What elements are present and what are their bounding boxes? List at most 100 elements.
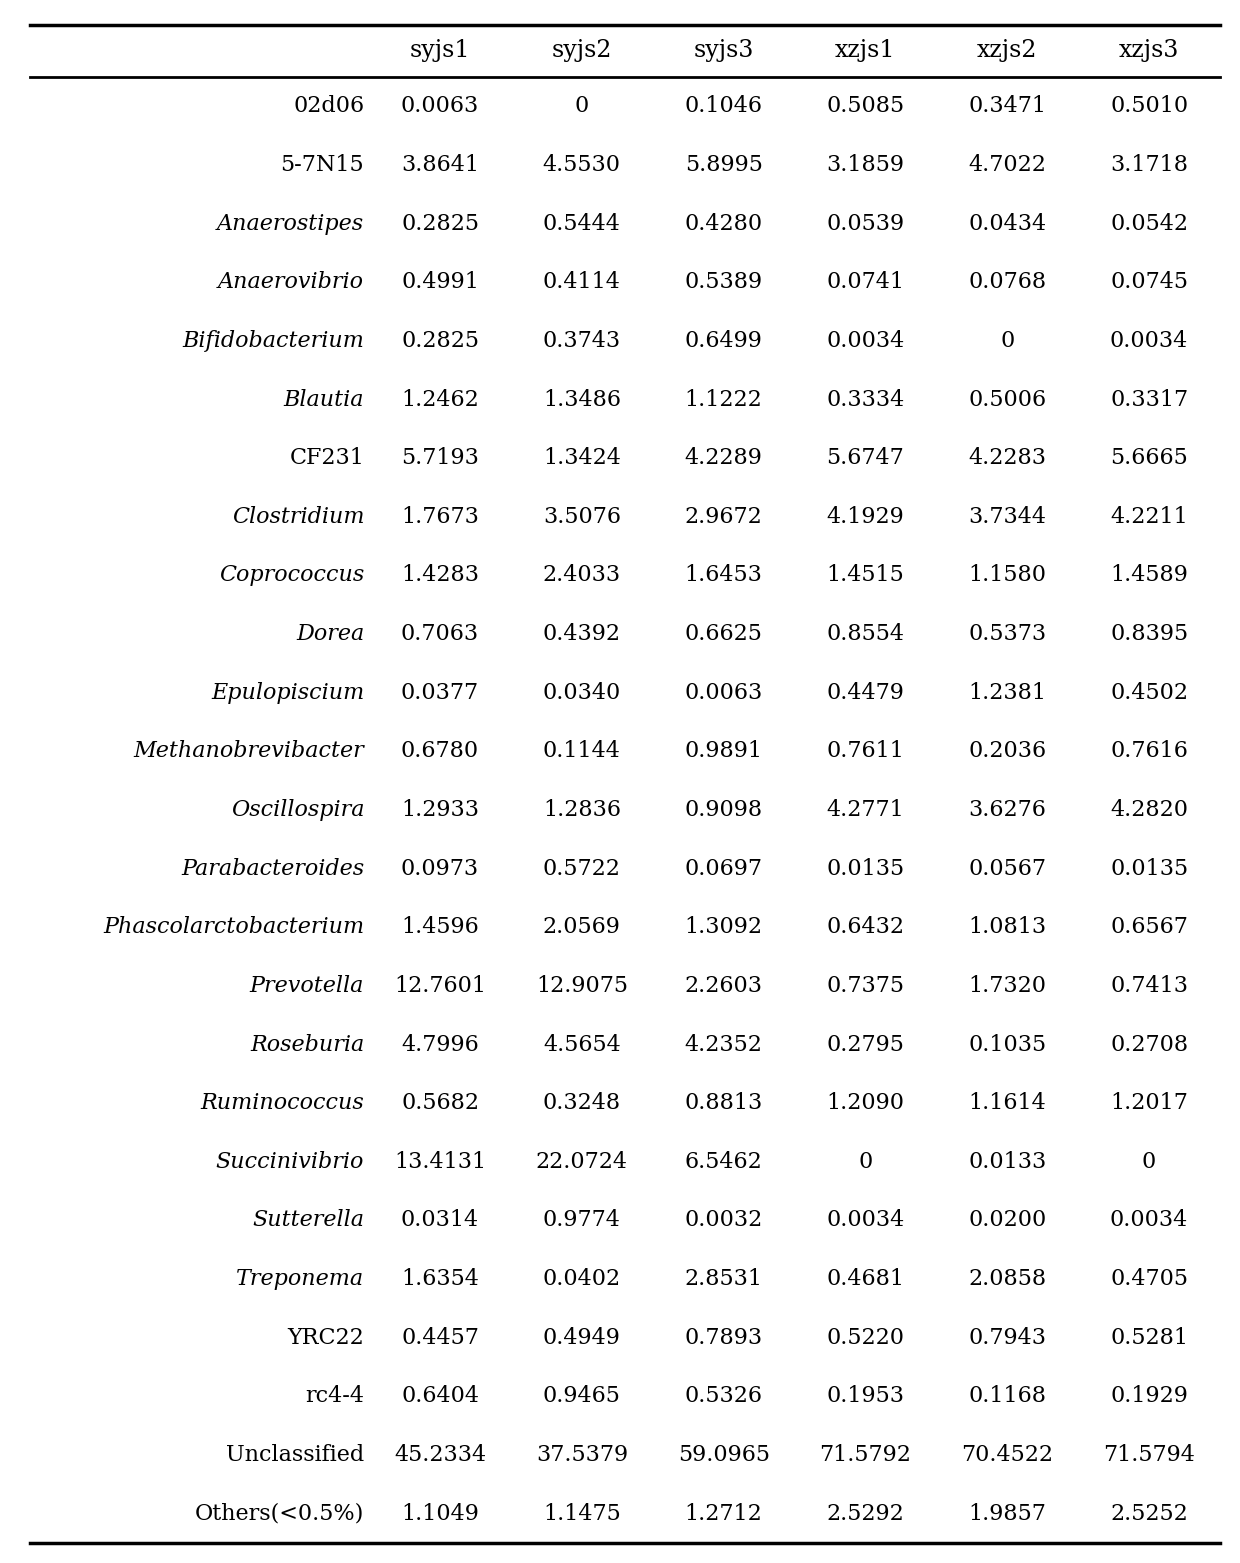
Text: 5.6665: 5.6665 (1110, 447, 1188, 469)
Text: 0.0539: 0.0539 (826, 213, 904, 234)
Text: Unclassified: Unclassified (226, 1444, 365, 1466)
Text: 0.0200: 0.0200 (968, 1210, 1047, 1232)
Text: Phascolarctobacterium: Phascolarctobacterium (103, 916, 365, 938)
Text: Methanobrevibacter: Methanobrevibacter (134, 741, 365, 763)
Text: 0.6780: 0.6780 (401, 741, 479, 763)
Text: 0.6404: 0.6404 (401, 1385, 479, 1407)
Text: 1.6453: 1.6453 (684, 564, 763, 586)
Text: 0.1168: 0.1168 (968, 1385, 1047, 1407)
Text: 0.6625: 0.6625 (684, 624, 763, 646)
Text: 2.9672: 2.9672 (684, 506, 763, 528)
Text: 13.4131: 13.4131 (394, 1150, 486, 1172)
Text: 0.9774: 0.9774 (543, 1210, 621, 1232)
Text: 0: 0 (858, 1150, 873, 1172)
Text: 0.8395: 0.8395 (1110, 624, 1188, 646)
Text: 0.4502: 0.4502 (1110, 681, 1188, 703)
Text: Succinivibrio: Succinivibrio (216, 1150, 365, 1172)
Text: 0.1929: 0.1929 (1110, 1385, 1188, 1407)
Text: 1.3486: 1.3486 (543, 389, 621, 411)
Text: 5.8995: 5.8995 (684, 155, 763, 177)
Text: 0.0063: 0.0063 (401, 95, 479, 117)
Text: 0.5389: 0.5389 (684, 272, 763, 294)
Text: 0.5326: 0.5326 (684, 1385, 763, 1407)
Text: 1.4515: 1.4515 (827, 564, 904, 586)
Text: 02d06: 02d06 (293, 95, 365, 117)
Text: xzjs2: xzjs2 (977, 39, 1038, 63)
Text: 3.7344: 3.7344 (968, 506, 1047, 528)
Text: Treponema: Treponema (236, 1268, 365, 1289)
Text: 0.4991: 0.4991 (401, 272, 479, 294)
Text: 0.0135: 0.0135 (1110, 858, 1188, 880)
Text: Clostridium: Clostridium (232, 506, 365, 528)
Text: 1.2933: 1.2933 (401, 799, 479, 821)
Text: 6.5462: 6.5462 (684, 1150, 763, 1172)
Text: 12.9075: 12.9075 (536, 975, 627, 997)
Text: xzjs3: xzjs3 (1118, 39, 1179, 63)
Text: 0.5220: 0.5220 (827, 1327, 904, 1349)
Text: 0.0034: 0.0034 (1110, 330, 1188, 352)
Text: 5.6747: 5.6747 (827, 447, 904, 469)
Text: 0.0340: 0.0340 (543, 681, 621, 703)
Text: 0: 0 (574, 95, 589, 117)
Text: 3.1859: 3.1859 (827, 155, 904, 177)
Text: 0.1046: 0.1046 (684, 95, 763, 117)
Text: 0.6499: 0.6499 (684, 330, 763, 352)
Text: 4.5654: 4.5654 (543, 1033, 621, 1055)
Text: 3.1718: 3.1718 (1110, 155, 1188, 177)
Text: 1.1222: 1.1222 (684, 389, 763, 411)
Text: 0.7943: 0.7943 (968, 1327, 1047, 1349)
Text: 45.2334: 45.2334 (394, 1444, 486, 1466)
Text: 0.5444: 0.5444 (543, 213, 621, 234)
Text: 3.6276: 3.6276 (968, 799, 1047, 821)
Text: 2.0569: 2.0569 (543, 916, 621, 938)
Text: 5-7N15: 5-7N15 (280, 155, 365, 177)
Text: 0.0741: 0.0741 (827, 272, 904, 294)
Text: 22.0724: 22.0724 (536, 1150, 627, 1172)
Text: 0.5281: 0.5281 (1110, 1327, 1188, 1349)
Text: 0.0567: 0.0567 (968, 858, 1047, 880)
Text: 37.5379: 37.5379 (536, 1444, 627, 1466)
Text: 0.5373: 0.5373 (968, 624, 1047, 646)
Text: 0.0314: 0.0314 (401, 1210, 479, 1232)
Text: 4.5530: 4.5530 (543, 155, 621, 177)
Text: 0.3248: 0.3248 (543, 1093, 621, 1114)
Text: 71.5792: 71.5792 (820, 1444, 911, 1466)
Text: Sutterella: Sutterella (252, 1210, 365, 1232)
Text: 0.5085: 0.5085 (826, 95, 904, 117)
Text: Parabacteroides: Parabacteroides (181, 858, 365, 880)
Text: 2.5292: 2.5292 (827, 1502, 904, 1524)
Text: 1.7320: 1.7320 (968, 975, 1047, 997)
Text: 0.6567: 0.6567 (1110, 916, 1188, 938)
Text: syjs2: syjs2 (552, 39, 613, 63)
Text: syjs3: syjs3 (693, 39, 754, 63)
Text: 12.7601: 12.7601 (394, 975, 486, 997)
Text: rc4-4: rc4-4 (305, 1385, 365, 1407)
Text: 0.7893: 0.7893 (684, 1327, 763, 1349)
Text: 0.9891: 0.9891 (684, 741, 763, 763)
Text: 0.2708: 0.2708 (1110, 1033, 1188, 1055)
Text: 5.7193: 5.7193 (401, 447, 479, 469)
Text: CF231: CF231 (289, 447, 365, 469)
Text: 0.4280: 0.4280 (684, 213, 763, 234)
Text: 0.0745: 0.0745 (1110, 272, 1188, 294)
Text: 4.2771: 4.2771 (827, 799, 904, 821)
Text: 0.3334: 0.3334 (826, 389, 905, 411)
Text: 1.4596: 1.4596 (402, 916, 479, 938)
Text: 1.4283: 1.4283 (401, 564, 479, 586)
Text: 0.1035: 0.1035 (968, 1033, 1047, 1055)
Text: Bifidobacterium: Bifidobacterium (182, 330, 365, 352)
Text: 4.7022: 4.7022 (968, 155, 1047, 177)
Text: 4.2820: 4.2820 (1110, 799, 1188, 821)
Text: 0.7611: 0.7611 (827, 741, 904, 763)
Text: 71.5794: 71.5794 (1104, 1444, 1195, 1466)
Text: 0.3471: 0.3471 (968, 95, 1047, 117)
Text: 0.4681: 0.4681 (827, 1268, 904, 1289)
Text: 0.8554: 0.8554 (827, 624, 904, 646)
Text: Blautia: Blautia (284, 389, 365, 411)
Text: 0.5006: 0.5006 (968, 389, 1047, 411)
Text: 0.4705: 0.4705 (1110, 1268, 1188, 1289)
Text: 4.2289: 4.2289 (684, 447, 763, 469)
Text: 1.4589: 1.4589 (1110, 564, 1188, 586)
Text: 0.7375: 0.7375 (827, 975, 904, 997)
Text: 0.8813: 0.8813 (684, 1093, 763, 1114)
